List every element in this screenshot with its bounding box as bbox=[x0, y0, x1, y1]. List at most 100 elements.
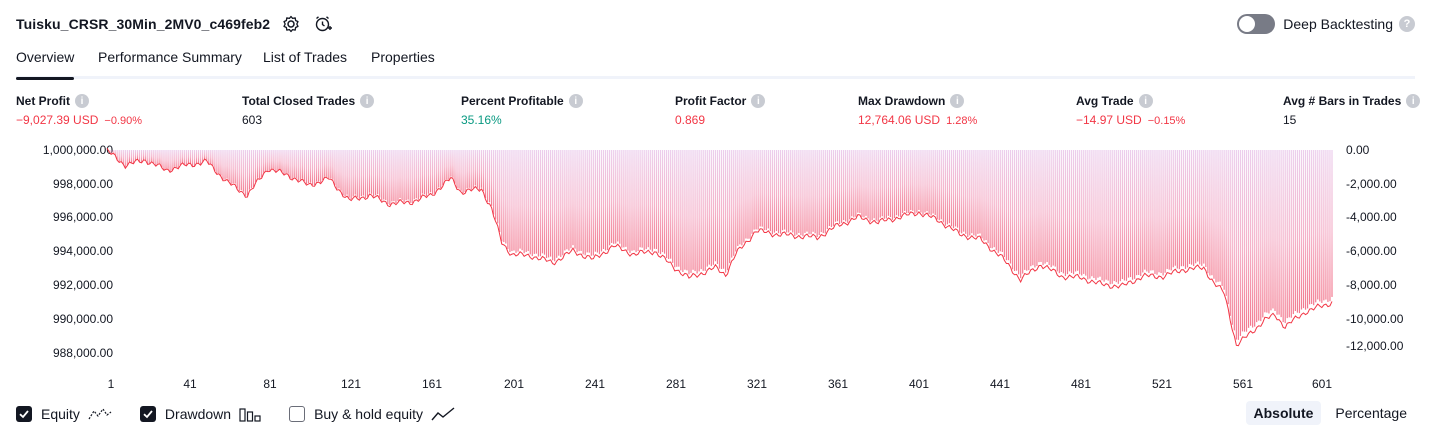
drawdown-bar bbox=[1207, 150, 1209, 274]
drawdown-bar bbox=[663, 150, 666, 254]
tab-list-of-trades[interactable]: List of Trades bbox=[263, 49, 348, 65]
drawdown-bar bbox=[362, 150, 364, 196]
drawdown-bar bbox=[254, 150, 257, 182]
drawdown-bar bbox=[836, 150, 839, 222]
drawdown-bar bbox=[1227, 150, 1229, 305]
drawdown-bar bbox=[224, 150, 226, 180]
drawdown-bar bbox=[729, 150, 731, 264]
metric-sub: 1.28% bbox=[946, 115, 978, 127]
drawdown-bar bbox=[1317, 150, 1319, 300]
drawdown-bar bbox=[1058, 150, 1060, 274]
metric-label: Net Profit bbox=[16, 94, 70, 108]
drawdown-bar bbox=[517, 150, 519, 252]
drawdown-bar bbox=[232, 150, 234, 184]
metric-label: Avg # Bars in Trades bbox=[1283, 94, 1402, 108]
drawdown-bar bbox=[560, 150, 562, 257]
drawdown-bar bbox=[796, 150, 798, 235]
drawdown-bar bbox=[1284, 150, 1286, 324]
drawdown-bar bbox=[790, 150, 792, 231]
drawdown-bar bbox=[822, 150, 824, 234]
info-icon[interactable]: i bbox=[1138, 94, 1153, 108]
drawdown-bar bbox=[651, 150, 653, 252]
info-icon[interactable]: i bbox=[1406, 94, 1421, 108]
drawdown-bar bbox=[134, 150, 137, 161]
buy-hold-checkbox[interactable] bbox=[289, 406, 306, 422]
drawdown-bar bbox=[863, 150, 865, 218]
metric-value: 35.16% bbox=[461, 113, 502, 127]
drawdown-bar bbox=[598, 150, 601, 255]
info-icon[interactable]: i bbox=[751, 94, 766, 108]
drawdown-bar bbox=[745, 150, 747, 239]
x-tick: 561 bbox=[1232, 377, 1254, 391]
drawdown-bar bbox=[794, 150, 796, 236]
drawdown-bar bbox=[910, 150, 912, 211]
drawdown-bar bbox=[240, 150, 242, 190]
info-icon[interactable]: i bbox=[75, 94, 89, 108]
drawdown-bar bbox=[881, 150, 883, 217]
drawdown-bar bbox=[751, 150, 753, 234]
drawdown-bar bbox=[1048, 150, 1050, 266]
drawdown-bar bbox=[908, 150, 910, 213]
tab-properties[interactable]: Properties bbox=[371, 49, 435, 65]
drawdown-bar bbox=[1001, 150, 1003, 253]
drawdown-bar bbox=[1211, 150, 1213, 276]
gear-icon[interactable] bbox=[280, 13, 302, 35]
drawdown-bar bbox=[372, 150, 375, 197]
tab-performance-summary[interactable]: Performance Summary bbox=[98, 49, 242, 65]
metric-total-closed-trades: Total Closed Trades i 603 bbox=[242, 93, 375, 129]
drawdown-bar bbox=[385, 150, 387, 201]
drawdown-bar bbox=[531, 150, 533, 257]
drawdown-checkbox[interactable] bbox=[139, 406, 156, 422]
tab-overview[interactable]: Overview bbox=[16, 49, 75, 80]
drawdown-bar bbox=[1160, 150, 1162, 274]
drawdown-bar bbox=[1327, 150, 1329, 302]
absolute-button[interactable]: Absolute bbox=[1245, 401, 1322, 425]
drawdown-bar bbox=[368, 150, 371, 193]
drawdown-bar bbox=[814, 150, 816, 234]
drawdown-bar bbox=[1182, 150, 1185, 267]
drawdown-bar bbox=[212, 150, 214, 166]
info-icon[interactable]: i bbox=[568, 94, 583, 108]
drawdown-bar bbox=[737, 150, 739, 246]
drawdown-bar bbox=[582, 150, 584, 255]
drawdown-bar bbox=[415, 150, 417, 199]
info-icon[interactable]: i bbox=[950, 94, 965, 108]
deep-backtesting-toggle[interactable] bbox=[1237, 14, 1276, 34]
question-icon[interactable]: ? bbox=[1399, 16, 1415, 32]
metric-net-profit: Net Profit i −9,027.39 USD −0.90% bbox=[16, 93, 142, 129]
drawdown-bar bbox=[688, 150, 690, 275]
legend-drawdown[interactable]: Drawdown bbox=[139, 406, 261, 422]
drawdown-bar bbox=[1270, 150, 1272, 311]
add-alert-icon[interactable] bbox=[312, 13, 334, 35]
drawdown-bar bbox=[743, 150, 745, 243]
drawdown-bar bbox=[733, 150, 735, 256]
percentage-button[interactable]: Percentage bbox=[1335, 405, 1407, 421]
equity-checkbox[interactable] bbox=[16, 406, 32, 422]
drawdown-bar bbox=[1247, 150, 1250, 328]
drawdown-bar bbox=[1190, 150, 1193, 265]
drawdown-bar bbox=[1081, 150, 1083, 276]
drawdown-bar bbox=[1077, 150, 1079, 271]
legend-buy-hold[interactable]: Buy & hold equity bbox=[289, 406, 455, 422]
drawdown-bar bbox=[130, 150, 133, 163]
drawdown-bar bbox=[934, 150, 936, 215]
drawdown-bar bbox=[629, 150, 631, 253]
drawdown-bar bbox=[1313, 150, 1315, 306]
legend-label: Equity bbox=[41, 406, 80, 422]
drawdown-bar bbox=[336, 150, 338, 189]
drawdown-bar bbox=[906, 150, 908, 214]
drawdown-bar bbox=[611, 150, 613, 243]
drawdown-bar bbox=[482, 150, 485, 192]
drawdown-bar bbox=[200, 150, 202, 165]
info-icon[interactable]: i bbox=[360, 94, 375, 108]
drawdown-bar bbox=[959, 150, 961, 233]
drawdown-bar bbox=[185, 150, 187, 166]
drawdown-bar bbox=[572, 150, 574, 246]
drawdown-bar bbox=[313, 150, 316, 186]
drawdown-bar bbox=[488, 150, 491, 203]
legend-equity[interactable]: Equity bbox=[16, 406, 112, 422]
equity-line bbox=[106, 147, 1333, 347]
drawdown-bar bbox=[495, 150, 497, 220]
drawdown-bar bbox=[440, 150, 442, 189]
drawdown-bar bbox=[1054, 150, 1056, 267]
